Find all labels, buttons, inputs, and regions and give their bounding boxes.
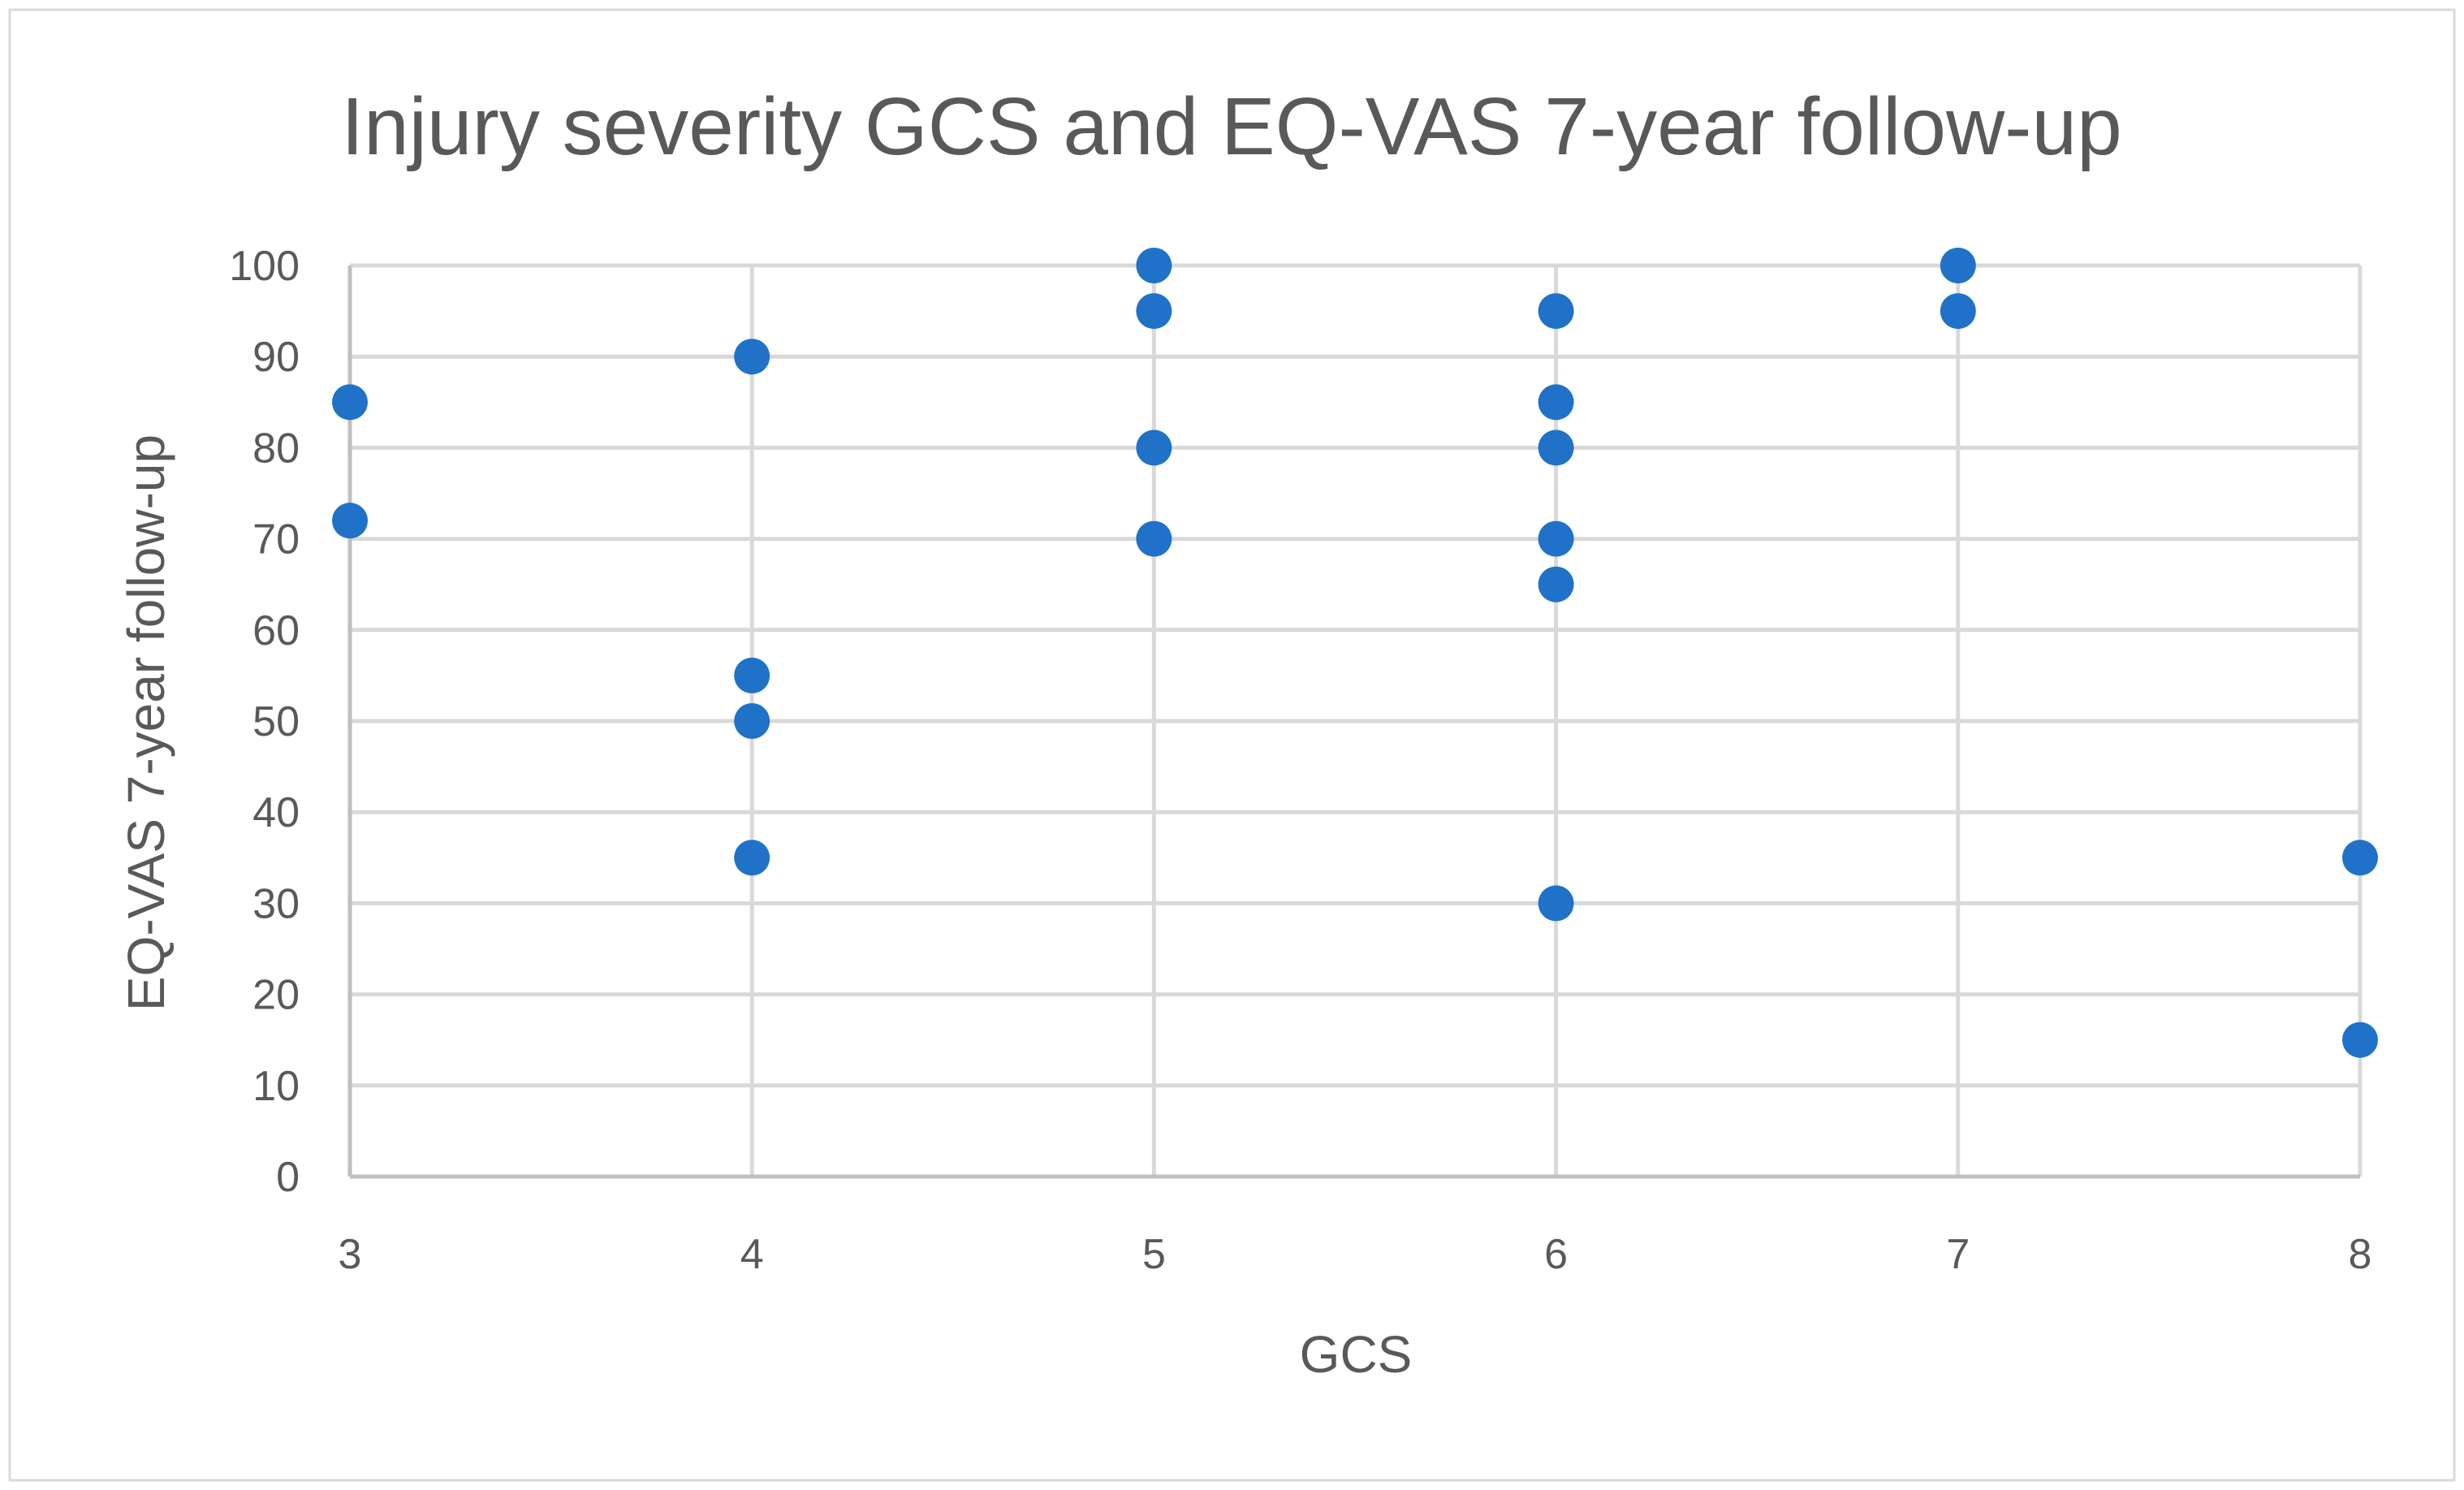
y-tick-label-60: 60 <box>252 607 300 654</box>
data-point-gcs7-vas100-16 <box>1940 248 1976 283</box>
data-point-gcs4-vas50-4 <box>734 703 770 739</box>
chart-title: Injury severity GCS and EQ-VAS 7-year fo… <box>341 81 2121 172</box>
x-tick-label-7: 7 <box>1946 1231 1970 1278</box>
data-point-gcs6-vas95-10 <box>1538 293 1574 330</box>
x-tick-label-4: 4 <box>740 1231 764 1278</box>
x-axis-title: GCS <box>1300 1325 1413 1384</box>
y-axis-title: EQ-VAS 7-year follow-up <box>117 434 175 1011</box>
y-tick-label-0: 0 <box>276 1154 300 1201</box>
data-point-gcs4-vas55-3 <box>734 657 770 693</box>
data-point-gcs5-vas80-8 <box>1136 430 1172 466</box>
data-point-gcs3-vas72-1 <box>332 503 368 539</box>
y-tick-label-80: 80 <box>252 425 300 472</box>
y-tick-label-20: 20 <box>252 972 300 1019</box>
x-tick-label-6: 6 <box>1544 1231 1568 1278</box>
data-point-gcs6-vas80-12 <box>1538 430 1574 466</box>
data-point-gcs3-vas85-0 <box>332 384 368 421</box>
data-point-gcs4-vas35-5 <box>734 840 770 876</box>
x-tick-label-3: 3 <box>339 1231 362 1278</box>
y-tick-label-50: 50 <box>252 698 300 745</box>
chart-frame <box>8 8 2456 1482</box>
gridlines <box>350 263 2363 1177</box>
y-tick-label-90: 90 <box>252 334 300 381</box>
y-tick-label-40: 40 <box>252 789 300 836</box>
y-tick-label-30: 30 <box>252 880 300 927</box>
y-tick-label-70: 70 <box>252 516 300 564</box>
data-point-gcs6-vas30-15 <box>1538 885 1574 922</box>
y-tick-label-10: 10 <box>252 1063 300 1110</box>
tick-labels: 0 10 20 30 40 50 60 70 80 90 100 3 4 5 6 7 8 <box>229 243 2371 1278</box>
data-point-gcs4-vas90-2 <box>734 339 770 375</box>
x-tick-label-5: 5 <box>1142 1231 1166 1278</box>
x-tick-label-8: 8 <box>2349 1231 2372 1278</box>
data-point-gcs5-vas70-9 <box>1136 520 1172 557</box>
data-point-gcs7-vas95-17 <box>1940 293 1976 330</box>
data-point-gcs8-vas15-19 <box>2342 1021 2378 1058</box>
data-point-gcs5-vas95-7 <box>1136 293 1172 330</box>
data-point-gcs6-vas85-11 <box>1538 384 1574 421</box>
data-point-gcs5-vas100-6 <box>1136 248 1172 283</box>
data-point-gcs6-vas70-13 <box>1538 520 1574 557</box>
data-point-gcs6-vas65-14 <box>1538 566 1574 602</box>
data-points <box>332 248 2378 1058</box>
y-tick-label-100: 100 <box>229 243 300 290</box>
data-point-gcs8-vas35-18 <box>2342 840 2378 876</box>
